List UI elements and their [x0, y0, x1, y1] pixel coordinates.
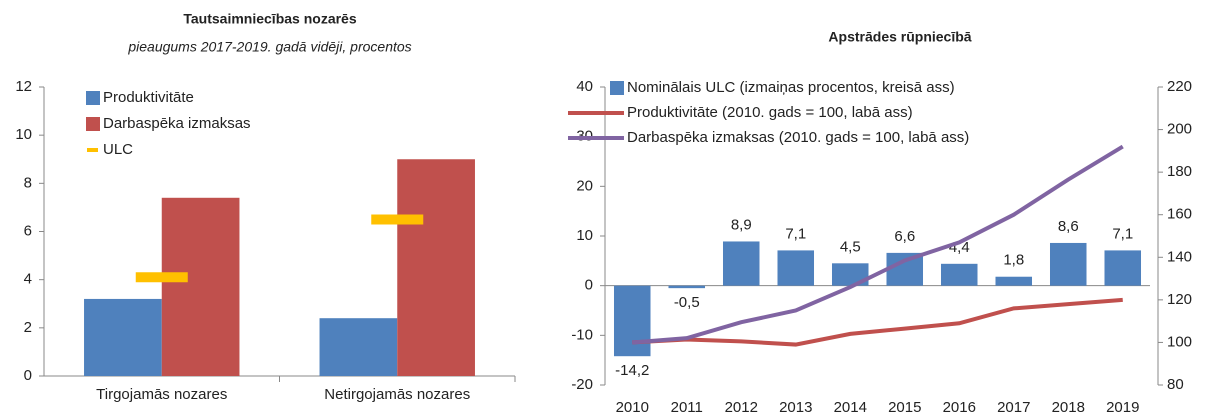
chart-title: Apstrādes rūpniecībā: [828, 29, 971, 45]
legend-label: Darbaspēka izmaksas (2010. gads = 100, l…: [627, 129, 969, 146]
y2-tick-label: 80: [1167, 376, 1184, 393]
y-tick-label: 12: [15, 78, 32, 95]
data-label: 8,6: [1058, 218, 1079, 235]
data-label: 8,9: [731, 216, 752, 233]
y2-tick-label: 100: [1167, 333, 1192, 350]
x-tick-label: Tirgojamās nozares: [96, 386, 227, 403]
bar: [1104, 250, 1142, 286]
y-tick-label: -20: [571, 376, 593, 393]
y-tick-label: 40: [576, 78, 593, 95]
y2-tick-label: 120: [1167, 291, 1192, 308]
legend-swatch: [86, 117, 100, 131]
data-label: 4,5: [840, 238, 861, 255]
x-tick-label: 2015: [888, 399, 921, 416]
y-tick-label: 6: [24, 222, 32, 239]
y-tick-label: 0: [585, 277, 593, 294]
y-tick-label: 10: [576, 227, 593, 244]
x-tick-label: 2019: [1106, 399, 1139, 416]
legend-label: Nominālais ULC (izmaiņas procentos, krei…: [627, 79, 955, 96]
chart-title: Tautsaimniecības nozarēs: [183, 11, 356, 27]
line: [632, 144, 1124, 345]
bar: [722, 241, 760, 286]
x-tick-label: 2017: [997, 399, 1030, 416]
data-label: 6,6: [894, 228, 915, 245]
y-tick-label: 0: [24, 367, 32, 384]
bar: [940, 263, 978, 286]
bar: [161, 197, 240, 376]
y2-tick-label: 220: [1167, 78, 1192, 95]
bar: [613, 285, 651, 357]
data-label: 7,1: [1112, 225, 1133, 242]
y-tick-label: 8: [24, 174, 32, 191]
y2-tick-label: 200: [1167, 121, 1192, 138]
bar: [777, 250, 815, 286]
legend-label: ULC: [103, 141, 133, 158]
bar: [397, 159, 475, 376]
bar: [319, 318, 398, 376]
legend-label: Produktivitāte (2010. gads = 100, labā a…: [627, 104, 913, 121]
y-tick-label: 2: [24, 319, 32, 336]
x-tick-label: 2016: [943, 399, 976, 416]
x-tick-label: 2011: [671, 399, 703, 416]
y2-tick-label: 140: [1167, 248, 1192, 265]
x-tick-label: 2012: [725, 399, 758, 416]
y-tick-label: 4: [24, 271, 32, 288]
chart-subtitle: pieaugums 2017-2019. gadā vidēji, procen…: [127, 39, 411, 55]
bar: [668, 285, 706, 289]
bar: [84, 298, 162, 376]
legend-swatch: [610, 81, 624, 95]
data-label: -14,2: [615, 362, 649, 379]
data-label: 1,8: [1003, 252, 1024, 269]
y-tick-label: 20: [576, 177, 593, 194]
legend-label: Darbaspēka izmaksas: [103, 115, 251, 132]
x-tick-label: 2014: [834, 399, 867, 416]
bar: [995, 276, 1033, 286]
x-tick-label: Netirgojamās nozares: [324, 386, 470, 403]
line: [632, 297, 1123, 347]
x-tick-label: 2013: [779, 399, 812, 416]
x-tick-label: 2010: [616, 399, 649, 416]
y2-tick-label: 180: [1167, 163, 1192, 180]
data-label: -0,5: [674, 294, 700, 311]
bar: [831, 263, 869, 286]
data-label: 7,1: [785, 225, 806, 242]
x-tick-label: 2018: [1052, 399, 1085, 416]
legend-label: Produktivitāte: [103, 89, 194, 106]
y2-tick-label: 160: [1167, 206, 1192, 223]
bar: [1049, 242, 1087, 286]
legend-swatch: [86, 91, 100, 105]
y-tick-label: -10: [571, 326, 593, 343]
y-tick-label: 10: [15, 126, 32, 143]
